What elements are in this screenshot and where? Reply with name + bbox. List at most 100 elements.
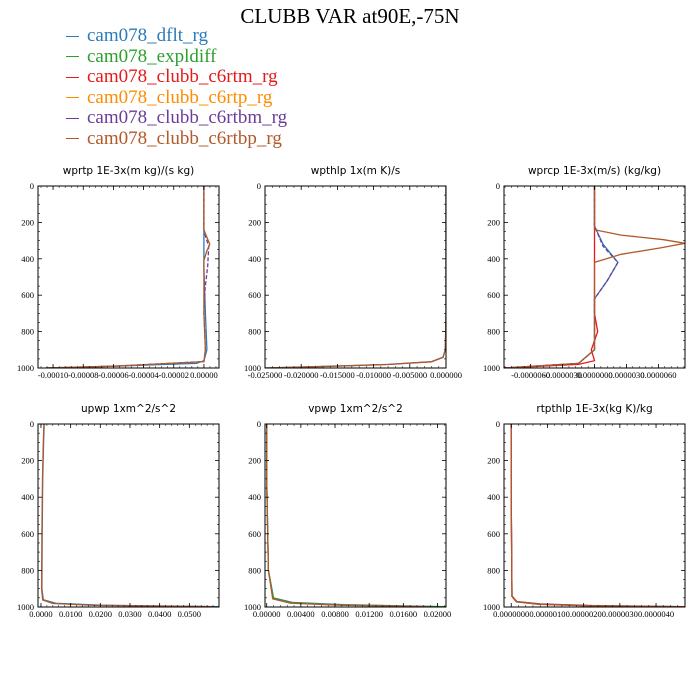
- x-tick-label: 0.0000: [29, 609, 52, 619]
- panel-4: upwp 1xm^2/s^2 0 200 400 600 800 10000.0000 0.0…: [17, 403, 220, 619]
- x-tick-label: 0.00000: [190, 370, 218, 380]
- y-tick-label: 200: [487, 456, 500, 466]
- x-tick-label: -0.00006: [98, 370, 128, 380]
- y-tick-label: 200: [21, 217, 34, 227]
- y-tick-label: 600: [248, 529, 261, 539]
- x-tick-label: 0.0100: [59, 609, 82, 619]
- y-tick-label: 0: [30, 419, 34, 429]
- y-tick-label: 1000: [244, 602, 261, 612]
- x-tick-label: 0.00000: [253, 609, 281, 619]
- y-tick-label: 200: [21, 456, 34, 466]
- series-line: [265, 186, 446, 368]
- series-line: [504, 186, 619, 368]
- legend-label: cam078_dflt_rg: [87, 25, 209, 47]
- panel-6: rtpthlp 1E-3x(kg K)/kg020040060080010000…: [483, 403, 686, 619]
- panel-title: wpthlp 1x(m K)/s: [311, 165, 401, 177]
- legend-item: cam078_expldiff: [66, 45, 287, 68]
- y-tick-label: 800: [21, 565, 34, 575]
- panel-2: wpthlp 1x(m K)/s 0 200 400 600 800 1000-0.0250…: [244, 165, 462, 380]
- x-tick-label: 0.0500: [178, 609, 201, 619]
- y-tick-label: 600: [248, 290, 261, 300]
- y-tick-label: 1000: [483, 363, 500, 373]
- y-tick-label: 400: [248, 254, 261, 264]
- series-line: [45, 186, 210, 368]
- series-line: [504, 186, 619, 368]
- x-tick-label: -0.020000: [284, 370, 319, 380]
- x-tick-label: -0.025000: [248, 370, 283, 380]
- y-tick-label: 0: [257, 181, 261, 191]
- legend-item: cam078_clubb_c6rtbp_rg: [66, 127, 287, 150]
- y-tick-label: 600: [487, 529, 500, 539]
- series-line: [265, 186, 446, 368]
- y-tick-label: 200: [487, 217, 500, 227]
- series-line: [266, 424, 429, 607]
- x-tick-label: -0.00002: [159, 370, 189, 380]
- x-tick-label: -0.0000030: [543, 370, 582, 380]
- panel-1: wprtp 1E-3x(m kg)/(s kg) 0 200 400 600 800 100…: [17, 165, 220, 380]
- series-line: [45, 186, 208, 368]
- series-line: [510, 424, 685, 607]
- panel-3: wprcp 1E-3x(m/s) (kg/kg) 0 200 400 600 800 100…: [483, 165, 686, 380]
- x-tick-label: -0.0000060: [511, 370, 550, 380]
- y-tick-label: 200: [248, 217, 261, 227]
- x-tick-label: -0.015000: [320, 370, 355, 380]
- legend-swatch: [66, 117, 79, 119]
- y-tick-label: 0: [257, 419, 261, 429]
- series-line: [45, 186, 211, 368]
- y-tick-label: 1000: [244, 363, 261, 373]
- y-tick-label: 200: [248, 456, 261, 466]
- y-tick-label: 800: [487, 327, 500, 337]
- x-tick-label: 0.0000000: [493, 609, 529, 619]
- y-tick-label: 400: [21, 492, 34, 502]
- y-tick-label: 800: [248, 327, 261, 337]
- legend-item: cam078_dflt_rg: [66, 25, 287, 47]
- legend-swatch: [66, 35, 79, 37]
- series-line: [510, 424, 685, 607]
- legend-label: cam078_clubb_c6rtbp_rg: [87, 127, 282, 149]
- y-tick-label: 400: [487, 254, 500, 264]
- x-tick-label: 0.0000010: [529, 609, 565, 619]
- legend-swatch: [66, 138, 79, 140]
- series-line: [510, 424, 678, 607]
- y-tick-label: 600: [21, 290, 34, 300]
- panel-title: vpwp 1xm^2/s^2: [308, 403, 403, 415]
- x-tick-label: 0.0000040: [638, 609, 674, 619]
- y-tick-label: 1000: [17, 363, 34, 373]
- y-tick-label: 400: [248, 492, 261, 502]
- series-line: [41, 424, 219, 607]
- x-tick-label: -0.010000: [356, 370, 391, 380]
- x-tick-label: 0.01200: [355, 609, 383, 619]
- y-tick-label: 800: [248, 565, 261, 575]
- panel-title: wprtp 1E-3x(m kg)/(s kg): [63, 165, 194, 177]
- x-tick-label: 0.0000030: [608, 370, 644, 380]
- x-tick-label: 0.00400: [287, 609, 315, 619]
- series-line: [266, 424, 446, 607]
- y-tick-label: 600: [487, 290, 500, 300]
- panel-title: rtpthlp 1E-3x(kg K)/kg: [536, 403, 652, 415]
- y-tick-label: 400: [21, 254, 34, 264]
- y-tick-label: 600: [21, 529, 34, 539]
- legend: cam078_dflt_rg cam078_expldiff cam078_club…: [66, 25, 288, 150]
- series-line: [40, 424, 214, 607]
- y-tick-label: 400: [487, 492, 500, 502]
- x-tick-label: -0.005000: [392, 370, 427, 380]
- x-tick-label: 0.0000060: [640, 370, 676, 380]
- x-tick-label: 0.0000020: [566, 609, 602, 619]
- plot-frame: [264, 185, 447, 369]
- legend-item: cam078_clubb_c6rtbm_rg: [66, 107, 288, 129]
- legend-swatch: [66, 97, 79, 99]
- x-tick-label: 0.0200: [89, 609, 112, 619]
- panel-5: vpwp 1xm^2/s^2 0 200 400 600 800 10000.00000 0.…: [244, 403, 451, 619]
- legend-label: cam078_clubb_c6rtbm_rg: [87, 107, 288, 129]
- legend-swatch: [66, 56, 79, 58]
- y-tick-label: 1000: [17, 602, 34, 612]
- legend-label: cam078_clubb_c6rtp_rg: [87, 86, 273, 108]
- y-tick-label: 0: [496, 419, 500, 429]
- x-tick-label: 0.0400: [148, 609, 171, 619]
- x-tick-label: 0.0300: [118, 609, 141, 619]
- y-tick-label: 0: [30, 181, 34, 191]
- legend-label: cam078_expldiff: [87, 45, 217, 67]
- y-tick-label: 800: [487, 565, 500, 575]
- panel-title: upwp 1xm^2/s^2: [81, 403, 176, 415]
